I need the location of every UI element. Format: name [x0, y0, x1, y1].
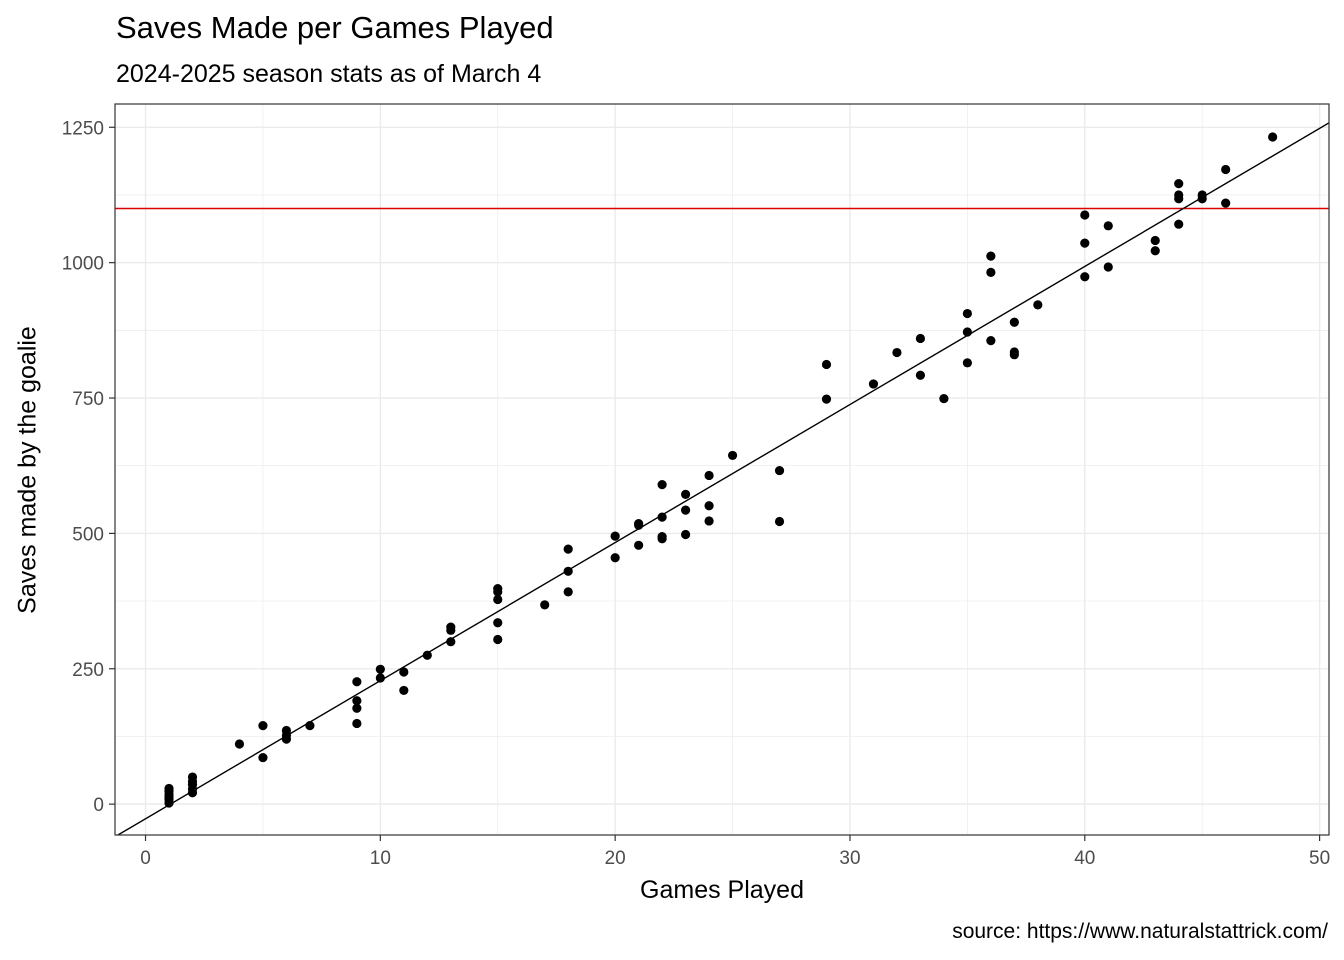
data-point — [563, 566, 573, 576]
chart-subtitle: 2024-2025 season stats as of March 4 — [116, 60, 542, 88]
data-point — [1150, 246, 1160, 256]
data-point — [962, 308, 972, 319]
y-tick-label: 250 — [72, 660, 104, 681]
data-point — [281, 725, 292, 736]
data-point — [704, 516, 714, 526]
x-tick-label: 30 — [839, 848, 860, 869]
data-point — [657, 512, 667, 522]
data-point — [727, 450, 738, 461]
data-point — [986, 336, 996, 346]
data-point — [1150, 235, 1160, 246]
data-point — [563, 587, 573, 597]
data-point — [915, 370, 926, 380]
data-point — [774, 465, 785, 476]
major-gridlines — [115, 104, 1329, 835]
data-point — [774, 516, 785, 527]
y-tick-label: 500 — [72, 524, 104, 545]
data-point — [681, 529, 691, 540]
data-point — [352, 677, 362, 687]
source-caption: source: https://www.naturalstattrick.com… — [952, 920, 1328, 943]
x-tick-label: 20 — [605, 848, 626, 869]
data-point — [422, 650, 432, 660]
data-point — [610, 553, 620, 563]
data-point — [962, 358, 972, 368]
data-point — [352, 718, 362, 729]
points-layer — [164, 132, 1278, 808]
x-axis-title: Games Played — [640, 876, 804, 904]
minor-gridlines — [115, 104, 1329, 835]
data-point — [1174, 178, 1184, 189]
data-point — [915, 333, 926, 344]
fit-line — [116, 122, 1329, 835]
data-point — [986, 251, 996, 261]
data-point — [704, 501, 714, 511]
data-point — [657, 532, 667, 542]
data-point — [1221, 164, 1231, 175]
data-point — [305, 721, 315, 731]
data-point — [1080, 272, 1090, 282]
data-point — [399, 685, 409, 696]
x-axis: 0 10 20 30 40 50 — [140, 835, 1330, 869]
data-point — [540, 600, 550, 610]
data-point — [352, 703, 362, 713]
data-point — [1033, 300, 1043, 310]
plot-panel-border — [114, 103, 1330, 836]
data-point — [446, 622, 456, 632]
data-point — [1009, 317, 1019, 327]
data-point — [375, 664, 385, 674]
data-point — [258, 721, 268, 731]
x-tick-label: 10 — [370, 848, 391, 869]
y-tick-label: 750 — [72, 389, 104, 410]
y-tick-label: 0 — [93, 795, 104, 816]
data-point — [234, 739, 245, 749]
data-point — [681, 505, 691, 515]
data-point — [939, 393, 949, 404]
data-point — [1174, 219, 1184, 229]
data-point — [1268, 132, 1278, 142]
data-point — [634, 519, 644, 529]
data-point — [493, 618, 503, 628]
data-point — [610, 531, 620, 541]
data-point — [1103, 221, 1113, 231]
data-point — [1197, 190, 1207, 200]
data-point — [1174, 190, 1184, 200]
x-tick-label: 50 — [1309, 848, 1330, 869]
data-point — [986, 267, 996, 278]
data-point — [1080, 210, 1090, 220]
data-point — [892, 347, 902, 358]
plot-panel-background — [115, 104, 1329, 835]
data-point — [962, 327, 972, 337]
data-point — [821, 359, 832, 370]
x-tick-label: 40 — [1074, 848, 1095, 869]
data-point — [493, 594, 503, 605]
data-point — [868, 379, 879, 389]
fit-layer — [116, 122, 1329, 835]
chart-title: Saves Made per Games Played — [116, 10, 554, 45]
data-point — [563, 544, 573, 554]
data-point — [258, 752, 268, 763]
data-point — [1009, 347, 1019, 357]
data-point — [634, 540, 644, 550]
data-point — [821, 394, 832, 404]
data-point — [1080, 238, 1090, 248]
data-point — [657, 480, 667, 490]
y-tick-label: 1250 — [62, 118, 104, 139]
data-point — [187, 772, 198, 782]
data-point — [399, 667, 409, 677]
data-point — [681, 489, 691, 500]
data-point — [446, 637, 456, 647]
data-point — [375, 673, 385, 683]
y-axis: 0 250 500 750 1000 1250 — [62, 118, 115, 816]
data-point — [352, 696, 362, 706]
data-point — [1103, 262, 1113, 272]
data-point — [493, 634, 503, 645]
data-point — [1221, 198, 1231, 208]
data-point — [704, 470, 714, 481]
x-tick-label: 0 — [140, 848, 151, 869]
data-point — [493, 584, 503, 594]
y-tick-label: 1000 — [62, 254, 104, 275]
data-point — [164, 783, 174, 794]
